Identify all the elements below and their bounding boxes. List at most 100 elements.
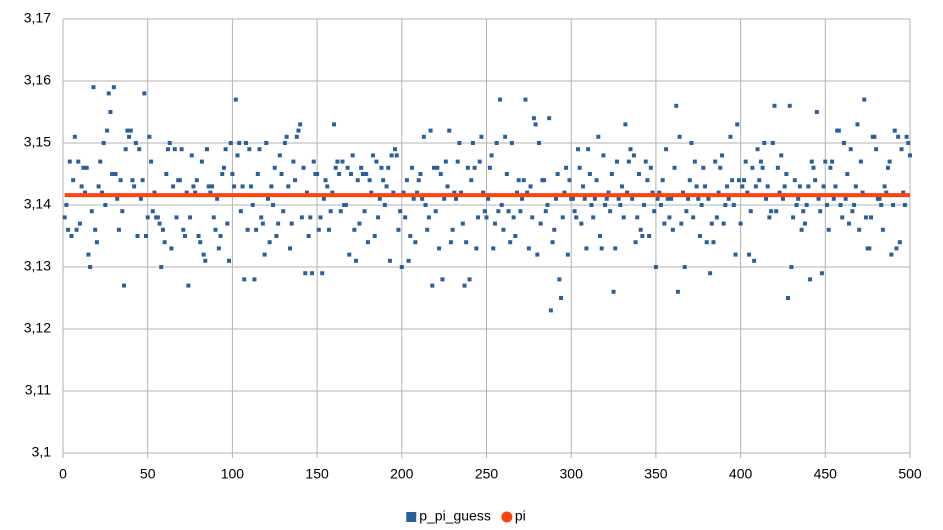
point [201,252,206,257]
point [387,258,392,263]
point [182,234,187,238]
point [110,172,115,176]
point [489,153,494,158]
point [105,128,110,133]
point [706,196,711,201]
point [681,190,686,195]
point [784,172,789,176]
point [181,227,186,232]
point [482,209,487,214]
point [442,196,447,201]
point [69,234,74,238]
point [252,277,257,282]
point [765,184,770,189]
point [420,196,425,201]
point [741,178,746,183]
x-tick-label: 500 [898,466,922,482]
point [848,147,853,152]
point [227,258,232,263]
point [772,103,777,108]
point [474,246,479,251]
point [550,240,555,245]
point [574,215,579,220]
point [675,289,680,294]
point [704,240,709,245]
point [454,196,459,201]
point [518,209,523,214]
point [557,277,562,282]
x-tick-label: 150 [305,466,329,482]
x-tick-label: 300 [560,466,584,482]
point [816,196,821,201]
point [393,147,398,152]
point [325,184,330,189]
point [867,246,872,251]
point [144,234,149,238]
point [232,184,237,189]
point [845,172,850,176]
point [830,159,835,164]
point [847,221,852,226]
point [559,296,564,300]
point [121,283,126,288]
point [335,159,340,164]
point [770,141,775,145]
point [98,159,103,164]
point [496,209,501,214]
point [857,227,862,232]
point [804,203,809,207]
point [628,147,633,152]
point [543,209,548,214]
point [538,221,543,226]
point [513,234,518,238]
point [235,153,240,158]
point [677,134,682,139]
point [298,122,303,127]
point [469,178,474,183]
point [506,209,511,214]
point [328,209,333,214]
point [660,178,665,183]
point [572,209,577,214]
point [855,122,860,127]
point [503,134,508,139]
point [684,209,689,214]
point [591,215,596,220]
point [96,184,101,189]
point [320,271,325,276]
point [640,234,645,238]
point [243,141,248,145]
point [382,203,387,207]
point [699,203,704,207]
point [287,246,292,251]
point [740,184,745,189]
point [137,147,142,152]
point [579,221,584,226]
point [719,153,724,158]
point [318,215,323,220]
point [172,147,177,152]
point [655,196,660,201]
point [786,296,791,300]
point [885,165,890,170]
y-tick-label: 3,13 [24,258,51,274]
point [797,184,802,189]
point [254,227,259,232]
point [658,203,663,207]
point [408,234,413,238]
point [216,246,221,251]
point [194,178,199,183]
point [394,153,399,158]
point [755,147,760,152]
point [218,234,223,238]
point [269,184,274,189]
point [330,190,335,195]
point [477,159,482,164]
point [360,172,365,176]
point [111,85,116,90]
point [371,153,376,158]
point [691,215,696,220]
point [106,91,111,96]
point [115,196,120,201]
point [872,134,877,139]
